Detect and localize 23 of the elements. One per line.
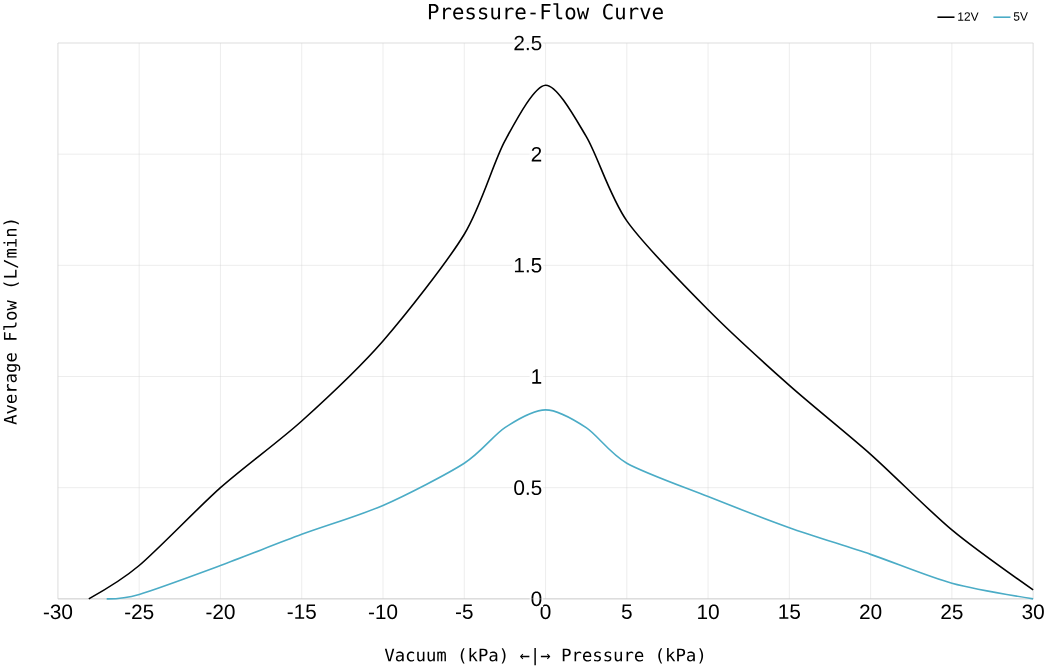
x-tick-label: -10 [368,604,398,620]
x-tick-label: -20 [206,604,235,620]
y-axis-title: Average Flow (L/min) [3,220,21,425]
legend-label: 12V [958,12,979,21]
y-tick-label: 0.5 [514,480,542,496]
x-tick-label: 15 [779,604,800,620]
x-tick-label: -5 [455,604,473,620]
chart-title: Pressure-Flow Curve [428,3,663,20]
x-tick-label: -30 [43,604,73,620]
y-tick-label: 1.5 [514,258,542,273]
x-tick-label: 30 [1022,604,1044,620]
y-tick-label: 0 [531,591,542,607]
x-tick-label: 25 [941,604,963,620]
y-tick-label: 2 [531,147,542,162]
legend-label: 5V [1013,12,1028,21]
x-axis-title: Vacuum (kPa) ←|→ Pressure (kPa) [384,648,704,666]
x-tick-label: 5 [621,604,632,620]
x-tick-label: -15 [287,604,316,620]
y-tick-label: 1 [532,369,542,384]
y-tick-label: 2.5 [514,35,542,51]
x-tick-label: 10 [698,604,719,620]
x-tick-label: -25 [125,604,154,620]
x-tick-label: 20 [860,604,882,620]
